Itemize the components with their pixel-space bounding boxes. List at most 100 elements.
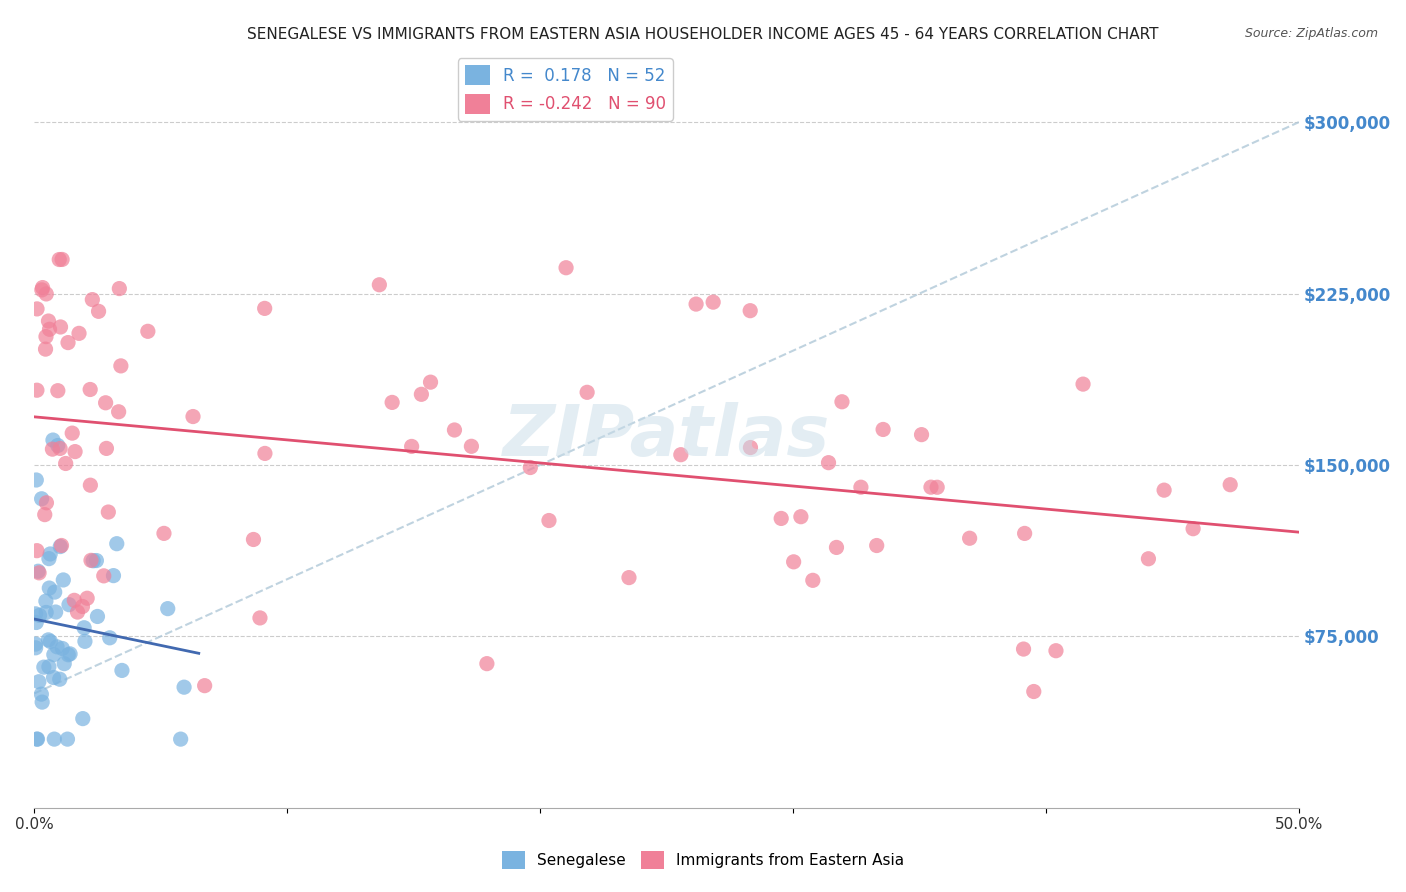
Point: [80, 553, 103, 567]
Point: [97, 505, 120, 519]
Point: [169, 732, 191, 747]
Point: [46, 640, 69, 654]
Point: [55, 457, 77, 471]
Point: [801, 574, 824, 588]
Point: [24, 637, 46, 651]
Point: [669, 448, 692, 462]
Point: [39, 634, 62, 648]
Point: [25, 732, 48, 747]
Point: [86, 609, 108, 624]
Point: [46, 438, 69, 452]
Point: [34, 342, 56, 356]
Text: SENEGALESE VS IMMIGRANTS FROM EASTERN ASIA HOUSEHOLDER INCOME AGES 45 - 64 YEARS: SENEGALESE VS IMMIGRANTS FROM EASTERN AS…: [247, 27, 1159, 42]
Point: [30, 687, 52, 701]
Point: [576, 385, 599, 400]
Point: [46, 384, 69, 398]
Point: [42, 433, 65, 447]
Point: [1153, 483, 1175, 498]
Point: [49, 540, 72, 554]
Point: [1045, 643, 1067, 657]
Point: [790, 509, 813, 524]
Point: [110, 359, 132, 373]
Point: [111, 664, 134, 678]
Point: [72, 599, 94, 614]
Point: [82, 293, 104, 307]
Point: [253, 446, 276, 460]
Point: [181, 409, 204, 424]
Point: [35, 496, 58, 510]
Point: [1137, 551, 1160, 566]
Point: [685, 297, 707, 311]
Point: [25, 473, 48, 487]
Point: [910, 427, 932, 442]
Point: [770, 511, 793, 525]
Point: [740, 441, 762, 455]
Point: [920, 480, 942, 494]
Point: [73, 634, 96, 648]
Point: [56, 335, 79, 350]
Point: [38, 659, 60, 673]
Point: [443, 423, 465, 437]
Point: [32, 660, 55, 674]
Point: [411, 387, 433, 401]
Point: [42, 671, 65, 685]
Point: [66, 605, 89, 619]
Point: [86, 553, 108, 567]
Point: [87, 304, 110, 318]
Point: [27, 732, 49, 747]
Point: [31, 283, 53, 297]
Point: [617, 571, 640, 585]
Point: [368, 277, 391, 292]
Point: [35, 606, 58, 620]
Point: [242, 533, 264, 547]
Point: [35, 329, 58, 343]
Point: [98, 631, 121, 645]
Point: [107, 405, 129, 419]
Point: [381, 395, 404, 409]
Point: [25, 543, 48, 558]
Point: [42, 648, 65, 662]
Text: Source: ZipAtlas.com: Source: ZipAtlas.com: [1244, 27, 1378, 40]
Point: [555, 260, 578, 275]
Point: [37, 314, 59, 328]
Point: [39, 547, 62, 561]
Point: [1071, 377, 1094, 392]
Point: [153, 526, 176, 541]
Point: [51, 252, 73, 267]
Point: [927, 480, 949, 494]
Point: [38, 322, 60, 336]
Point: [44, 732, 66, 747]
Point: [105, 537, 128, 551]
Point: [1219, 477, 1241, 491]
Point: [76, 591, 98, 606]
Point: [537, 514, 560, 528]
Point: [96, 442, 118, 456]
Point: [831, 394, 853, 409]
Point: [79, 383, 101, 397]
Point: [1182, 522, 1205, 536]
Point: [63, 593, 86, 607]
Point: [401, 439, 423, 453]
Point: [34, 508, 56, 522]
Point: [38, 551, 60, 566]
Point: [28, 566, 51, 580]
Point: [25, 301, 48, 316]
Point: [31, 695, 53, 709]
Point: [419, 375, 441, 389]
Point: [52, 573, 75, 587]
Point: [194, 679, 217, 693]
Point: [849, 480, 872, 494]
Point: [173, 680, 195, 694]
Point: [1014, 526, 1036, 541]
Point: [60, 426, 83, 441]
Point: [72, 712, 94, 726]
Legend: Senegalese, Immigrants from Eastern Asia: Senegalese, Immigrants from Eastern Asia: [496, 845, 910, 875]
Point: [959, 531, 981, 545]
Point: [49, 320, 72, 334]
Text: ZIPatlas: ZIPatlas: [503, 401, 831, 471]
Point: [1012, 642, 1035, 657]
Point: [53, 657, 76, 671]
Point: [45, 605, 67, 619]
Point: [63, 444, 86, 458]
Point: [37, 632, 59, 647]
